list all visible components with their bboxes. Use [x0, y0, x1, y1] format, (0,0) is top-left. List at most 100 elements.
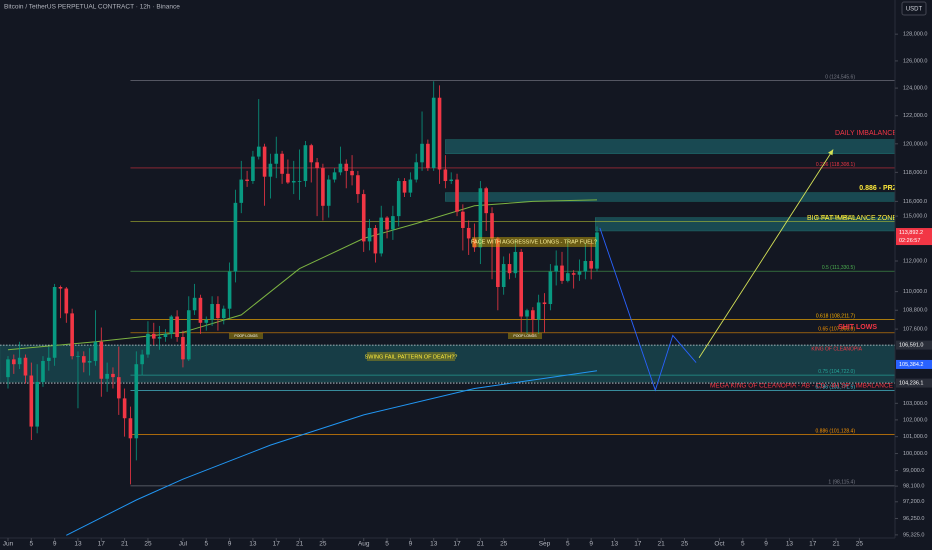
x-tick-label: 5 — [741, 541, 745, 548]
candle-body — [385, 217, 389, 230]
y-tick-label: 102,000.0 — [903, 417, 927, 423]
y-tick-label: 97,200.0 — [903, 499, 924, 505]
candle-body — [286, 173, 290, 183]
candle-body — [41, 360, 45, 383]
y-tick-label: 126,000.0 — [903, 58, 927, 64]
moving-average — [66, 370, 598, 536]
candle-body — [6, 359, 10, 378]
currency-button[interactable] — [901, 1, 927, 16]
candle-body — [414, 162, 419, 180]
candle-body — [245, 179, 249, 182]
candle-body — [443, 169, 448, 182]
annotation: KING OF CLEANOPIA — [811, 346, 862, 352]
y-tick-label: 95,325.0 — [903, 532, 924, 538]
candle-body — [76, 356, 80, 357]
fib-label: 0 (124,545.6) — [825, 74, 855, 80]
candle-body — [402, 181, 407, 193]
candle-body — [566, 273, 570, 281]
zone — [445, 139, 896, 154]
projection — [599, 227, 697, 392]
candle-body — [297, 181, 302, 182]
y-tick-label: 115,000.0 — [903, 214, 927, 220]
candle-body — [216, 304, 220, 319]
candle-body — [548, 271, 553, 305]
price-badge-label: 104,236.1 — [899, 381, 923, 387]
annotation: MEGA KING OF CLEANOPIA - AB - CD - 4H SP… — [710, 383, 894, 390]
candle-body — [426, 143, 430, 169]
candle-body — [583, 261, 588, 272]
candle-body — [525, 310, 529, 317]
candle-body — [466, 227, 471, 239]
annotation: SWING FAIL PATTERN OF DEATH?? — [365, 354, 458, 360]
x-tick-label: Oct — [714, 541, 724, 548]
candle-body — [513, 251, 518, 274]
annotation: DAILY IMBALANCE — [835, 130, 897, 137]
candle-body — [531, 310, 535, 320]
fib-label: 0.382 (114,649.3) — [816, 215, 855, 221]
x-tick-label: 21 — [477, 541, 485, 548]
candle-body — [47, 357, 51, 361]
candle-body — [501, 264, 506, 287]
price-badge-label: 106,591.0 — [899, 343, 923, 349]
annotation: POOP LONGS — [513, 334, 537, 338]
candle-body — [280, 153, 284, 174]
x-tick-label: 17 — [98, 541, 106, 548]
x-tick-label: 13 — [249, 541, 257, 548]
fib-label: 0.236 (118,308.1) — [816, 162, 855, 168]
annotation: POOP LONGS — [234, 334, 258, 338]
candle-body — [122, 398, 127, 419]
candle-body — [58, 286, 63, 289]
candle-body — [315, 162, 319, 169]
candle-body — [484, 188, 489, 214]
candle-body — [577, 271, 582, 275]
price-badge-label: 105,384.2 — [899, 362, 923, 368]
candle-body — [227, 271, 232, 309]
candle-body — [93, 341, 98, 361]
candle-body — [332, 172, 337, 180]
y-tick-label: 118,000.0 — [903, 170, 927, 176]
candle-body — [23, 357, 28, 376]
x-tick-label: 21 — [832, 541, 840, 548]
y-tick-label: 110,000.0 — [903, 289, 927, 295]
y-tick-label: 96,250.0 — [903, 516, 924, 522]
candle-body — [507, 264, 512, 274]
x-tick-label: 5 — [385, 541, 389, 548]
candle-body — [420, 143, 424, 163]
candle-body — [111, 373, 115, 378]
candle-body — [391, 216, 395, 230]
price-badge-label: 113,892.2 — [899, 230, 923, 236]
y-tick-label: 120,000.0 — [903, 141, 927, 147]
price-badge — [896, 359, 932, 369]
candle-body — [408, 179, 413, 193]
annotation-box — [367, 352, 455, 361]
y-tick-label: 124,000.0 — [903, 86, 927, 92]
candle-body — [396, 181, 401, 217]
candle-body — [490, 213, 494, 239]
candle-body — [99, 341, 104, 379]
annotation: 0.886 - PRZ — [859, 185, 897, 192]
zone — [445, 192, 896, 202]
candle-body — [151, 333, 156, 339]
candle-body — [478, 188, 483, 248]
candle-body — [455, 179, 459, 212]
candle-body — [35, 382, 39, 427]
price-badge — [896, 340, 932, 350]
x-tick-label: Sep — [539, 541, 551, 548]
candle-body — [198, 297, 203, 323]
candle-body — [472, 238, 477, 248]
x-tick-label: 25 — [681, 541, 689, 548]
y-tick-label: 122,000.0 — [903, 113, 927, 119]
candle-body — [64, 288, 69, 314]
candle-body — [186, 310, 191, 360]
currency[interactable]: USDT — [906, 7, 923, 13]
x-tick-label: 17 — [453, 541, 461, 548]
candle-body — [221, 308, 226, 319]
x-tick-label: Jun — [3, 541, 14, 548]
annotation-box — [472, 237, 596, 247]
candle-body — [350, 170, 354, 176]
candle-body — [169, 316, 174, 334]
annotation-box — [229, 333, 263, 339]
candle-body — [437, 97, 442, 170]
